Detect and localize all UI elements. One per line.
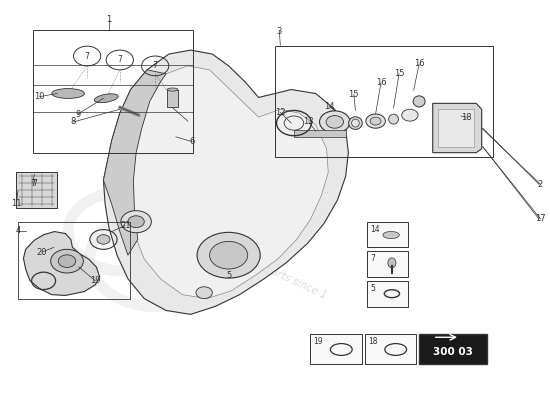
Circle shape (97, 235, 110, 244)
Ellipse shape (349, 117, 362, 129)
Bar (367, 251, 408, 277)
Ellipse shape (389, 114, 398, 124)
Text: 14: 14 (324, 102, 334, 111)
Text: 18: 18 (461, 113, 472, 122)
Text: 12: 12 (275, 108, 285, 117)
Ellipse shape (52, 88, 84, 98)
Ellipse shape (413, 96, 425, 107)
Polygon shape (103, 50, 348, 314)
Text: 5: 5 (371, 284, 376, 293)
Text: 13: 13 (304, 118, 314, 126)
Text: 16: 16 (414, 60, 425, 68)
Circle shape (121, 211, 151, 233)
Circle shape (444, 116, 471, 136)
Text: 300 03: 300 03 (433, 347, 473, 357)
Text: 9: 9 (75, 110, 80, 118)
Circle shape (196, 287, 212, 299)
Circle shape (366, 114, 386, 128)
Text: 4: 4 (15, 226, 21, 235)
Bar (167, 90, 178, 107)
Text: 10: 10 (35, 92, 45, 101)
Text: 7: 7 (30, 178, 35, 188)
Circle shape (320, 111, 350, 133)
Polygon shape (433, 103, 482, 153)
Bar (310, 334, 362, 364)
Text: 2: 2 (538, 180, 543, 189)
Ellipse shape (383, 232, 399, 238)
Bar (419, 334, 487, 364)
Text: 11: 11 (11, 200, 21, 208)
Text: a passion for parts since 1: a passion for parts since 1 (200, 234, 328, 300)
Polygon shape (103, 70, 166, 255)
Text: 7: 7 (117, 56, 122, 64)
Text: 19: 19 (314, 337, 323, 346)
Circle shape (197, 232, 260, 278)
Text: 7: 7 (32, 178, 37, 188)
Text: 7: 7 (371, 254, 376, 264)
Bar (367, 281, 408, 306)
Text: 1: 1 (106, 15, 112, 24)
Bar (18, 222, 130, 299)
Bar (367, 222, 408, 247)
Text: 3: 3 (277, 27, 282, 36)
Circle shape (51, 249, 84, 273)
Polygon shape (123, 66, 328, 299)
Circle shape (402, 109, 418, 121)
Text: 5: 5 (226, 271, 231, 280)
Bar (294, 130, 345, 137)
Bar (275, 46, 493, 157)
Text: 7: 7 (153, 61, 158, 70)
Bar (32, 30, 193, 153)
Ellipse shape (94, 94, 118, 103)
Text: 16: 16 (376, 78, 386, 87)
Text: 15: 15 (394, 69, 404, 78)
Text: 19: 19 (90, 276, 101, 285)
Text: 20: 20 (37, 248, 47, 256)
Text: 17: 17 (535, 214, 546, 224)
Bar (365, 334, 416, 364)
Bar (438, 109, 474, 147)
Text: 8: 8 (71, 118, 76, 126)
Text: 6: 6 (190, 137, 195, 146)
Text: 21: 21 (120, 221, 130, 230)
Circle shape (128, 216, 144, 228)
Ellipse shape (167, 88, 178, 91)
Circle shape (210, 242, 248, 269)
Text: 7: 7 (85, 52, 90, 60)
Text: 15: 15 (349, 90, 359, 99)
Ellipse shape (351, 119, 359, 127)
Circle shape (58, 255, 76, 268)
Text: 18: 18 (368, 337, 377, 346)
Ellipse shape (388, 258, 396, 268)
Polygon shape (24, 232, 100, 296)
Circle shape (326, 116, 344, 128)
Circle shape (370, 117, 381, 125)
Circle shape (450, 121, 464, 131)
Bar (16, 172, 57, 208)
Text: 14: 14 (371, 225, 380, 234)
